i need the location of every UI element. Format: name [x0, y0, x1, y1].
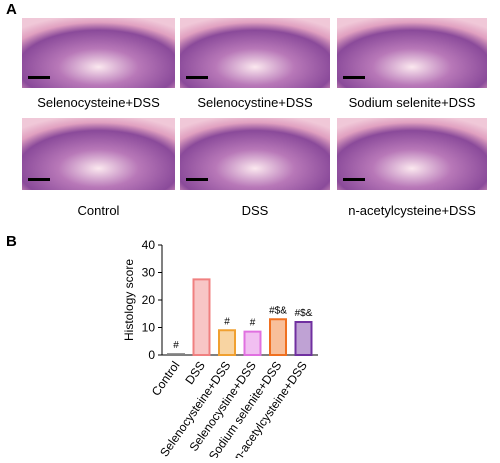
y-tick-label: 40 [142, 238, 156, 252]
y-tick-label: 10 [142, 321, 156, 335]
scale-bar [186, 76, 208, 79]
scale-bar [343, 178, 365, 181]
image-caption: Selenocysteine+DSS [37, 95, 160, 110]
scale-bar [186, 178, 208, 181]
y-tick-label: 30 [142, 266, 156, 280]
bar [218, 329, 236, 356]
bar [243, 330, 262, 356]
image-caption: Selenocystine+DSS [197, 95, 313, 110]
image-caption: DSS [242, 203, 269, 218]
bar [192, 278, 211, 356]
bar [294, 321, 313, 356]
image-caption: Sodium selenite+DSS [349, 95, 476, 110]
x-tick-label: Control [149, 359, 183, 399]
image-caption: Control [78, 203, 120, 218]
y-axis-label: Histology score [122, 259, 136, 341]
bar [269, 318, 287, 356]
scale-bar [28, 178, 50, 181]
significance-label: #$& [269, 305, 287, 316]
histology-images: Selenocysteine+DSS Selenocystine+DSS Sodiu… [22, 18, 487, 218]
scale-bar [28, 76, 50, 79]
panel-label: A [6, 1, 17, 18]
significance-label: # [250, 318, 256, 329]
significance-label: # [173, 340, 179, 351]
y-tick-label: 20 [142, 293, 156, 307]
panel-label: B [6, 233, 17, 250]
significance-label: #$& [295, 308, 313, 319]
scale-bar [343, 76, 365, 79]
image-caption: n-acetylcysteine+DSS [348, 203, 476, 218]
bar [167, 353, 185, 356]
significance-label: # [224, 316, 230, 327]
y-tick-label: 0 [148, 348, 155, 362]
